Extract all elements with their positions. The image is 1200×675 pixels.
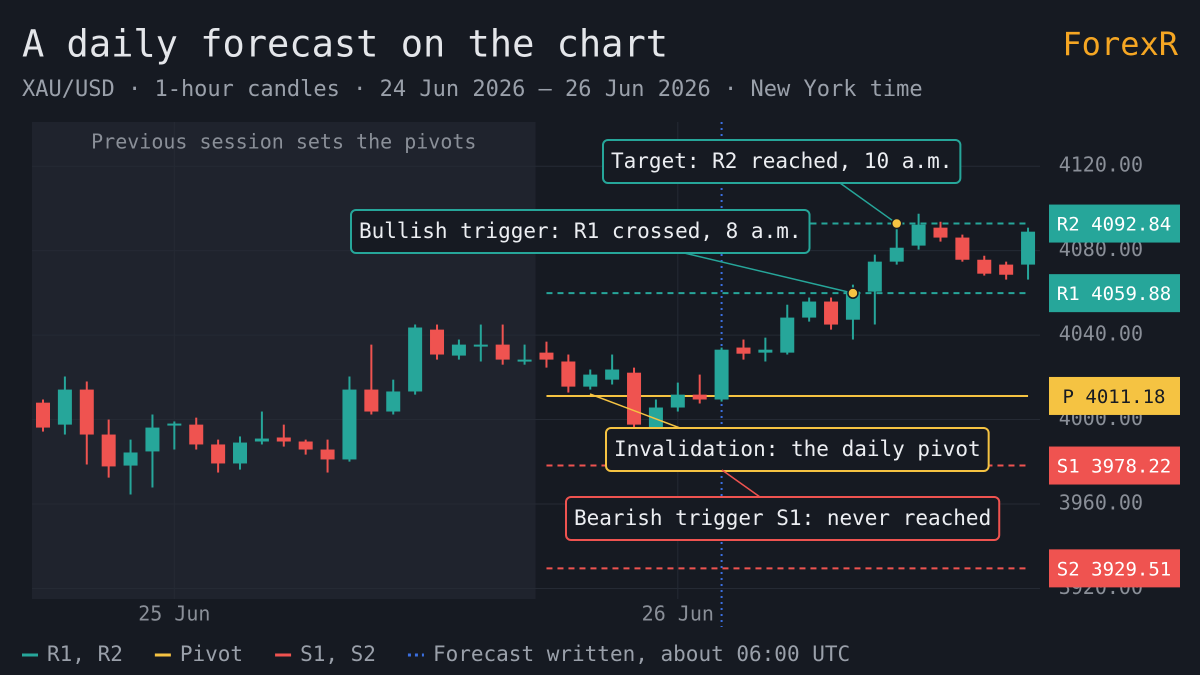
candle-body	[408, 327, 423, 392]
candle-body	[123, 452, 138, 466]
annotation-box	[605, 427, 990, 472]
candle-body	[145, 427, 160, 452]
candle-body	[824, 301, 839, 325]
level-label: S2 3929.51	[1057, 558, 1171, 580]
candle-body	[495, 344, 510, 360]
level-label: R1 4059.88	[1057, 283, 1171, 305]
level-value: 4092.84	[1091, 213, 1171, 235]
candle-body	[933, 227, 948, 238]
brand: ForexR	[1062, 25, 1178, 63]
y-tick-label: 3960.00	[1059, 491, 1143, 515]
legend-label: Pivot	[180, 642, 243, 666]
candle-body	[583, 374, 598, 387]
candle-body	[189, 424, 204, 445]
candle-body	[670, 394, 685, 408]
annotation-dot	[847, 287, 859, 299]
candle-body	[911, 224, 926, 246]
level-name: P	[1063, 385, 1074, 407]
annotation-box	[350, 209, 811, 254]
level-badge	[1049, 376, 1180, 415]
level-badge	[1049, 446, 1180, 485]
candle-body	[430, 329, 445, 355]
candle-body	[605, 369, 620, 380]
candle-body	[977, 259, 992, 274]
session-shade	[32, 122, 536, 599]
level-label: P 4011.18	[1063, 385, 1166, 407]
candle-body	[364, 389, 379, 412]
candle-body	[714, 349, 729, 400]
level-name: R2	[1057, 213, 1080, 235]
candle-body	[167, 423, 182, 426]
candle-body	[211, 444, 226, 464]
candle-body	[57, 389, 72, 425]
candle-body	[780, 317, 795, 353]
candle-body	[627, 372, 642, 425]
candle-body	[451, 344, 466, 356]
legend-label: R1, R2	[47, 642, 123, 666]
level-badge	[1049, 549, 1180, 588]
candle-body	[386, 391, 401, 412]
candle-body	[233, 442, 248, 464]
level-value: 3978.22	[1091, 455, 1171, 477]
level-label: S1 3978.22	[1057, 455, 1171, 477]
candle-body	[845, 291, 860, 320]
chart-title: A daily forecast on the chart	[22, 23, 668, 66]
candle-body	[1021, 231, 1036, 265]
candle-body	[889, 247, 904, 262]
candle-body	[802, 301, 817, 318]
y-tick-label: 4120.00	[1059, 153, 1143, 177]
candle-body	[758, 349, 773, 353]
level-value: 4011.18	[1085, 385, 1165, 407]
level-name: S1	[1057, 455, 1080, 477]
legend-label: Forecast written, about 06:00 UTC	[433, 642, 850, 666]
candle-body	[692, 394, 707, 400]
candle-body	[999, 264, 1014, 275]
candle-body	[539, 352, 554, 360]
candle-body	[298, 441, 313, 450]
annotation-box	[565, 496, 1001, 541]
annotation-leader	[679, 251, 854, 294]
candle-body	[867, 261, 882, 292]
candle-body	[955, 237, 970, 260]
x-tick-label: 26 Jun	[642, 602, 714, 626]
annotation-dot	[890, 217, 903, 230]
candle-body	[736, 347, 751, 354]
candle-body	[517, 359, 532, 362]
annotation-leader	[839, 182, 898, 225]
level-name: S2	[1057, 558, 1080, 580]
annotation-box	[602, 139, 962, 184]
candle-body	[101, 434, 116, 467]
level-badge	[1049, 204, 1180, 243]
candle-body	[342, 389, 357, 460]
candle-body	[561, 361, 576, 387]
level-label: R2 4092.84	[1057, 213, 1171, 235]
candle-body	[36, 402, 50, 428]
y-tick-label: 4040.00	[1059, 322, 1143, 346]
annotation-leader	[589, 393, 681, 429]
annotation-text: Target: R2 reached, 10 a.m.	[611, 149, 952, 173]
candle-body	[648, 407, 663, 428]
candle-body	[79, 389, 94, 435]
candle-body	[320, 449, 335, 460]
candle-body	[473, 344, 488, 347]
x-tick-label: 25 Jun	[138, 602, 210, 626]
level-badge	[1049, 274, 1180, 313]
level-value: 3929.51	[1091, 558, 1171, 580]
candle-body	[276, 437, 291, 442]
annotation-text: Invalidation: the daily pivot	[614, 437, 981, 461]
session-label: Previous session sets the pivots	[91, 130, 476, 154]
level-value: 4059.88	[1091, 283, 1171, 305]
level-name: R1	[1057, 283, 1080, 305]
legend-label: S1, S2	[300, 642, 376, 666]
annotation-text: Bearish trigger S1: never reached	[574, 506, 991, 530]
annotation-text: Bullish trigger: R1 crossed, 8 a.m.	[359, 219, 802, 243]
annotation-leader	[721, 469, 761, 498]
chart-subtitle: XAU/USD · 1-hour candles · 24 Jun 2026 –…	[22, 77, 923, 102]
candle-body	[254, 438, 269, 442]
